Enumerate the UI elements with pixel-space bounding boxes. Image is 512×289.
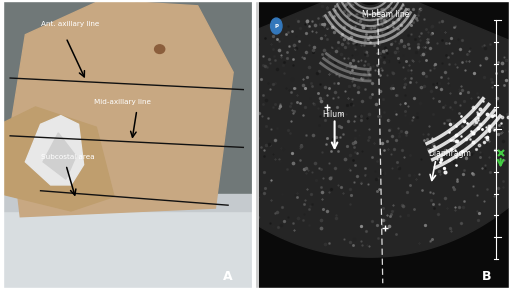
Text: Subcostal area: Subcostal area: [40, 154, 94, 160]
Text: Ant. axillary line: Ant. axillary line: [40, 21, 99, 27]
Text: P: P: [274, 23, 279, 29]
Text: Hilum: Hilum: [322, 110, 345, 119]
Polygon shape: [26, 116, 83, 185]
Text: A: A: [223, 270, 232, 283]
Ellipse shape: [271, 18, 282, 34]
Bar: [0, 202, 253, 289]
Text: Diaphragm: Diaphragm: [429, 149, 471, 158]
Ellipse shape: [155, 45, 165, 53]
Polygon shape: [0, 107, 114, 211]
Bar: [0, 194, 253, 211]
Polygon shape: [144, 0, 512, 257]
Text: M-beam line: M-beam line: [361, 10, 409, 19]
Text: B: B: [482, 270, 491, 283]
Polygon shape: [43, 133, 76, 179]
Polygon shape: [10, 0, 233, 217]
Text: Mid-axillary line: Mid-axillary line: [94, 99, 151, 105]
